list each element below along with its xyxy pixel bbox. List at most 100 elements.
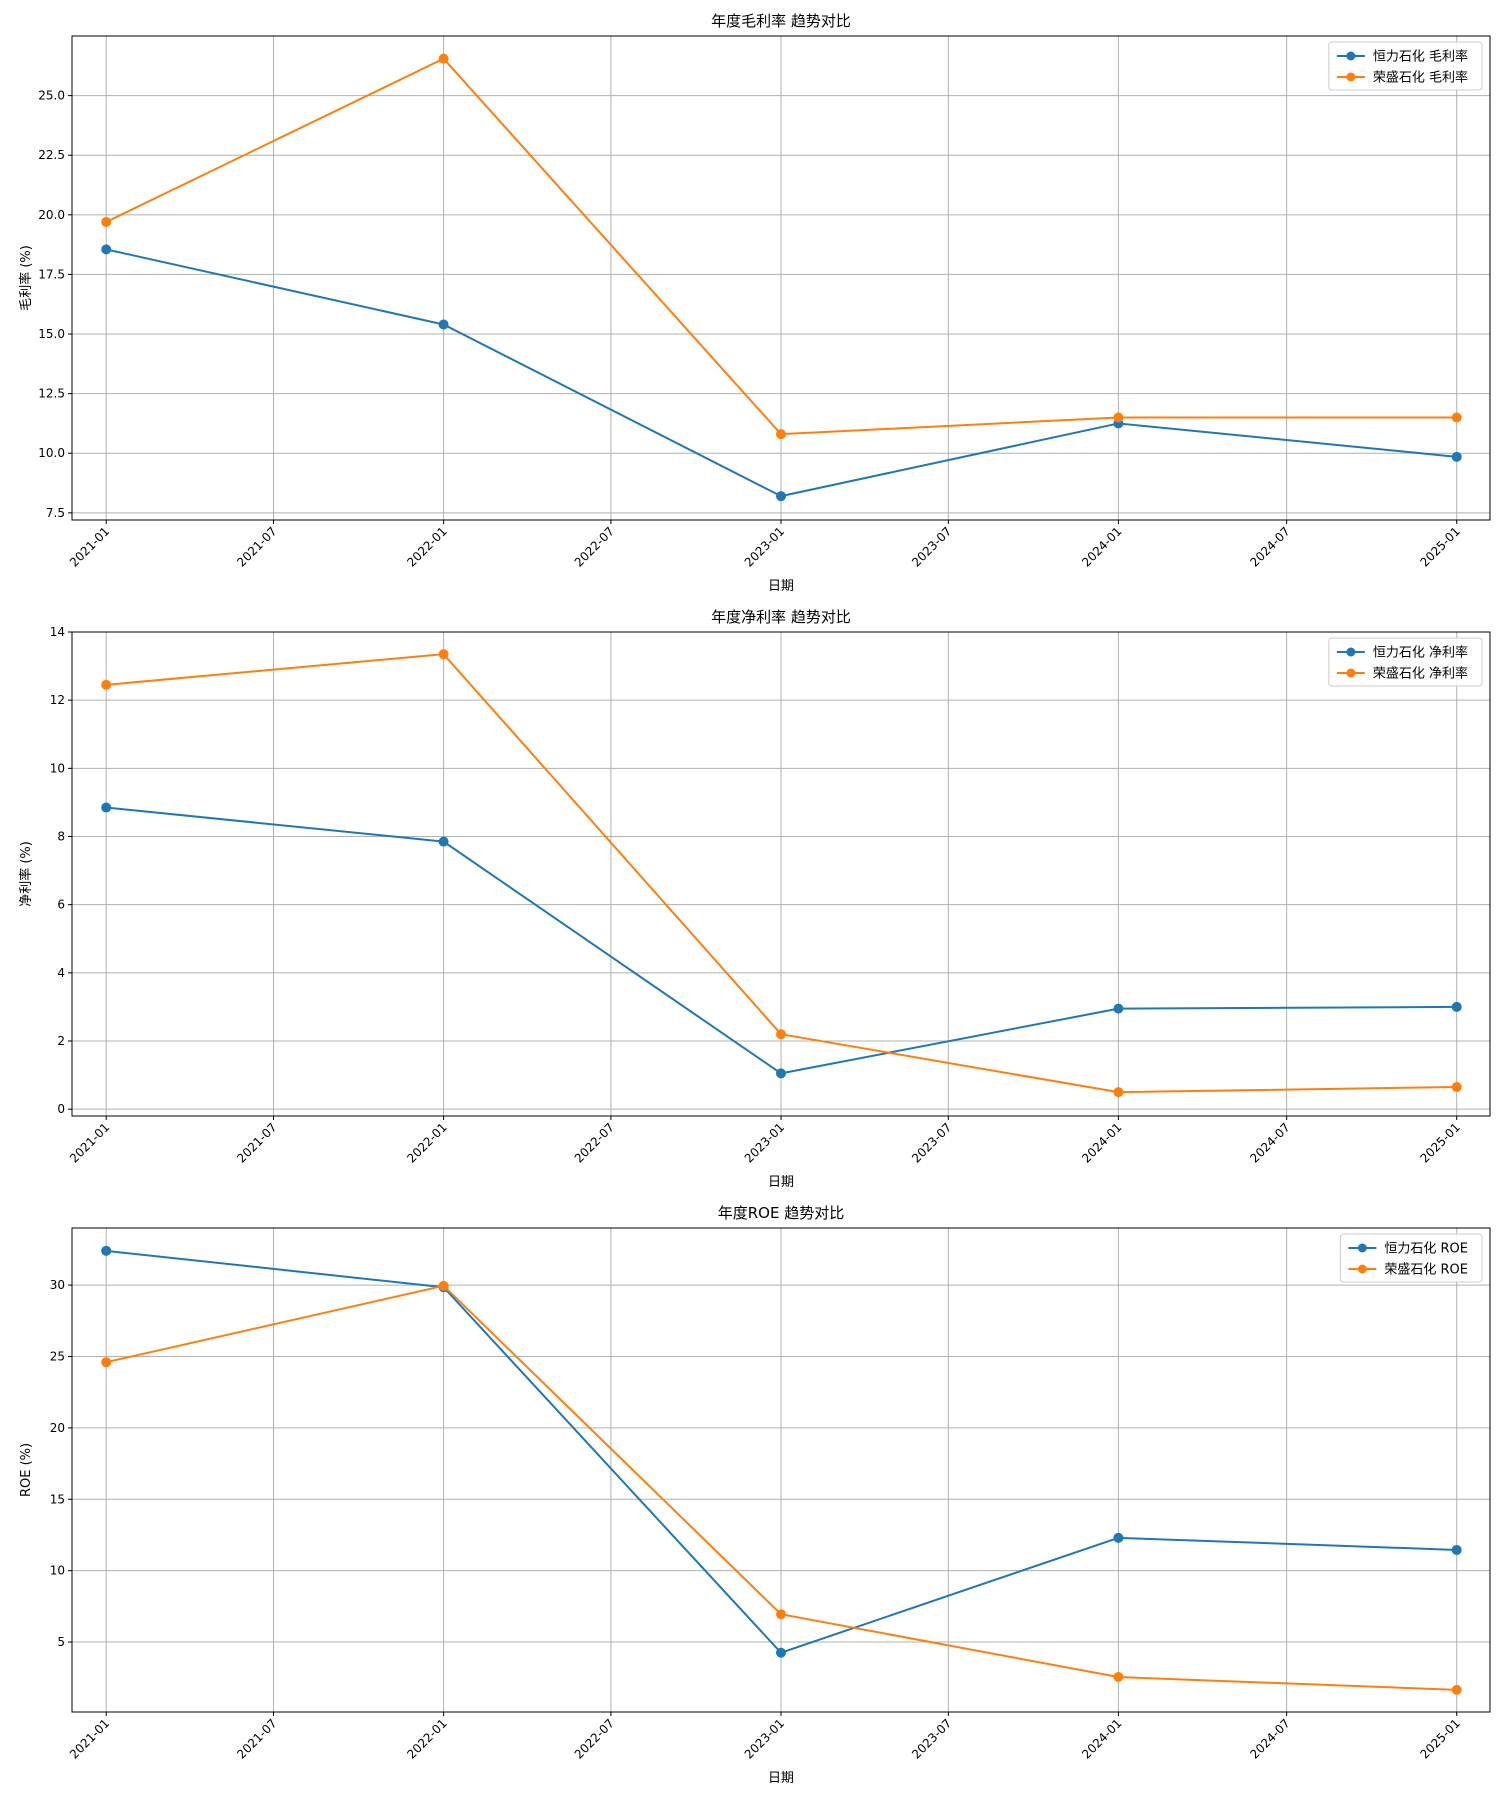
chart-title: 年度毛利率 趋势对比 bbox=[711, 12, 851, 30]
x-tick-label: 2023-01 bbox=[742, 1716, 787, 1761]
x-tick-label: 2024-01 bbox=[1079, 1120, 1124, 1165]
chart-panel-gross-margin: 2021-01 2021-07 2022-01 2022-07 2023-01 2023-… bbox=[18, 12, 1491, 594]
data-point bbox=[1113, 412, 1124, 423]
series-lines bbox=[101, 1245, 1462, 1695]
x-tick-label: 2021-01 bbox=[67, 1120, 112, 1165]
data-point bbox=[101, 1245, 112, 1256]
x-axis-label: 日期 bbox=[768, 1175, 794, 1190]
y-tick-label: 10 bbox=[50, 761, 65, 775]
legend-label: 荣盛石化 净利率 bbox=[1373, 666, 1468, 682]
data-point bbox=[101, 1357, 112, 1368]
y-tick-label: 15.0 bbox=[38, 327, 65, 341]
legend: 恒力石化 ROE 荣盛石化 ROE bbox=[1339, 1233, 1483, 1283]
legend-label: 荣盛石化 毛利率 bbox=[1373, 70, 1468, 86]
x-tick-label: 2022-01 bbox=[404, 1120, 449, 1165]
x-tick-label: 2025-01 bbox=[1417, 524, 1462, 569]
chart-title: 年度ROE 趋势对比 bbox=[718, 1204, 844, 1222]
chart-panel-roe: 2021-01 2021-07 2022-01 2022-07 2023-01 2023-… bbox=[19, 1204, 1491, 1786]
data-point bbox=[1113, 1087, 1124, 1098]
x-tick-label: 2024-07 bbox=[1247, 1716, 1292, 1761]
y-tick-label: 2 bbox=[57, 1034, 65, 1048]
legend-entry: 恒力石化 ROE bbox=[1348, 1242, 1468, 1257]
x-tick-label: 2022-07 bbox=[572, 1716, 617, 1761]
y-tick-label: 22.5 bbox=[38, 148, 65, 162]
x-tick-label: 2023-01 bbox=[742, 524, 787, 569]
data-point bbox=[776, 1068, 786, 1079]
y-tick-label: 17.5 bbox=[38, 267, 65, 281]
y-tick-label: 12 bbox=[50, 693, 65, 707]
y-tick-label: 25.0 bbox=[38, 89, 65, 103]
legend-label: 荣盛石化 ROE bbox=[1384, 1263, 1468, 1278]
x-tick-label: 2023-07 bbox=[909, 1716, 954, 1761]
data-point bbox=[1451, 1082, 1462, 1093]
x-tick-label: 2022-07 bbox=[572, 524, 617, 569]
x-tick-label: 2024-01 bbox=[1079, 524, 1124, 569]
legend-swatch-marker bbox=[1346, 668, 1356, 678]
legend-entry: 荣盛石化 毛利率 bbox=[1336, 70, 1468, 86]
x-tick-label: 2022-01 bbox=[404, 524, 449, 569]
x-tick-label: 2022-01 bbox=[404, 1716, 449, 1761]
x-tick-label: 2021-01 bbox=[67, 524, 112, 569]
data-point bbox=[1451, 1001, 1462, 1012]
y-tick-label: 6 bbox=[57, 898, 65, 912]
y-tick-label: 15 bbox=[50, 1492, 65, 1506]
data-point bbox=[776, 1029, 786, 1040]
data-point bbox=[438, 836, 449, 847]
x-tick-label: 2024-01 bbox=[1079, 1716, 1124, 1761]
data-point bbox=[438, 649, 449, 660]
data-point bbox=[1451, 451, 1462, 462]
y-tick-label: 8 bbox=[57, 830, 65, 844]
legend-swatch-marker bbox=[1346, 51, 1356, 61]
legend-swatch-marker bbox=[1357, 1264, 1367, 1274]
y-tick-label: 20.0 bbox=[38, 208, 65, 222]
series-lines bbox=[101, 53, 1462, 502]
data-point bbox=[438, 53, 449, 64]
data-point bbox=[101, 679, 112, 690]
y-tick-label: 10.0 bbox=[38, 446, 65, 460]
legend: 恒力石化 毛利率 荣盛石化 毛利率 bbox=[1328, 41, 1483, 91]
x-tick-label: 2024-07 bbox=[1247, 1120, 1292, 1165]
x-tick-label: 2021-07 bbox=[234, 1716, 279, 1761]
x-tick-label: 2022-07 bbox=[572, 1120, 617, 1165]
data-point bbox=[776, 429, 786, 440]
data-point bbox=[1113, 1672, 1124, 1683]
y-tick-label: 5 bbox=[57, 1635, 65, 1649]
y-axis-label: ROE (%) bbox=[19, 1443, 34, 1497]
y-axis-label: 净利率 (%) bbox=[18, 841, 34, 907]
x-tick-label: 2024-07 bbox=[1247, 524, 1292, 569]
legend-label: 恒力石化 ROE bbox=[1384, 1242, 1468, 1257]
x-tick-label: 2023-07 bbox=[909, 1120, 954, 1165]
gridlines bbox=[72, 36, 1490, 520]
x-axis-label: 日期 bbox=[768, 1771, 794, 1786]
x-tick-label: 2023-01 bbox=[742, 1120, 787, 1165]
data-point bbox=[1451, 412, 1462, 423]
y-tick-label: 25 bbox=[50, 1349, 65, 1363]
gridlines bbox=[72, 631, 1490, 1116]
data-point bbox=[1113, 1003, 1124, 1014]
legend-swatch-marker bbox=[1357, 1243, 1367, 1253]
x-tick-label: 2021-01 bbox=[67, 1716, 112, 1761]
y-tick-label: 30 bbox=[50, 1278, 65, 1292]
data-point bbox=[438, 319, 449, 330]
data-point bbox=[1451, 1544, 1462, 1555]
data-point bbox=[438, 1280, 449, 1291]
data-point bbox=[101, 802, 112, 813]
x-tick-label: 2021-07 bbox=[234, 524, 279, 569]
y-axis-label: 毛利率 (%) bbox=[18, 245, 34, 311]
legend-entry: 荣盛石化 净利率 bbox=[1336, 666, 1468, 682]
gridlines bbox=[72, 1228, 1490, 1712]
chart-title: 年度净利率 趋势对比 bbox=[711, 608, 851, 626]
y-tick-label: 7.5 bbox=[46, 506, 65, 520]
legend-swatch-marker bbox=[1346, 647, 1356, 657]
x-tick-label: 2021-07 bbox=[234, 1120, 279, 1165]
y-tick-label: 14 bbox=[50, 625, 65, 639]
legend-entry: 恒力石化 净利率 bbox=[1336, 645, 1468, 661]
x-axis-label: 日期 bbox=[768, 579, 794, 594]
data-point bbox=[776, 491, 786, 502]
x-tick-label: 2025-01 bbox=[1417, 1716, 1462, 1761]
legend-box bbox=[1328, 41, 1483, 91]
legend-entry: 恒力石化 毛利率 bbox=[1336, 49, 1468, 65]
x-tick-label: 2025-01 bbox=[1417, 1120, 1462, 1165]
data-point bbox=[1451, 1684, 1462, 1695]
